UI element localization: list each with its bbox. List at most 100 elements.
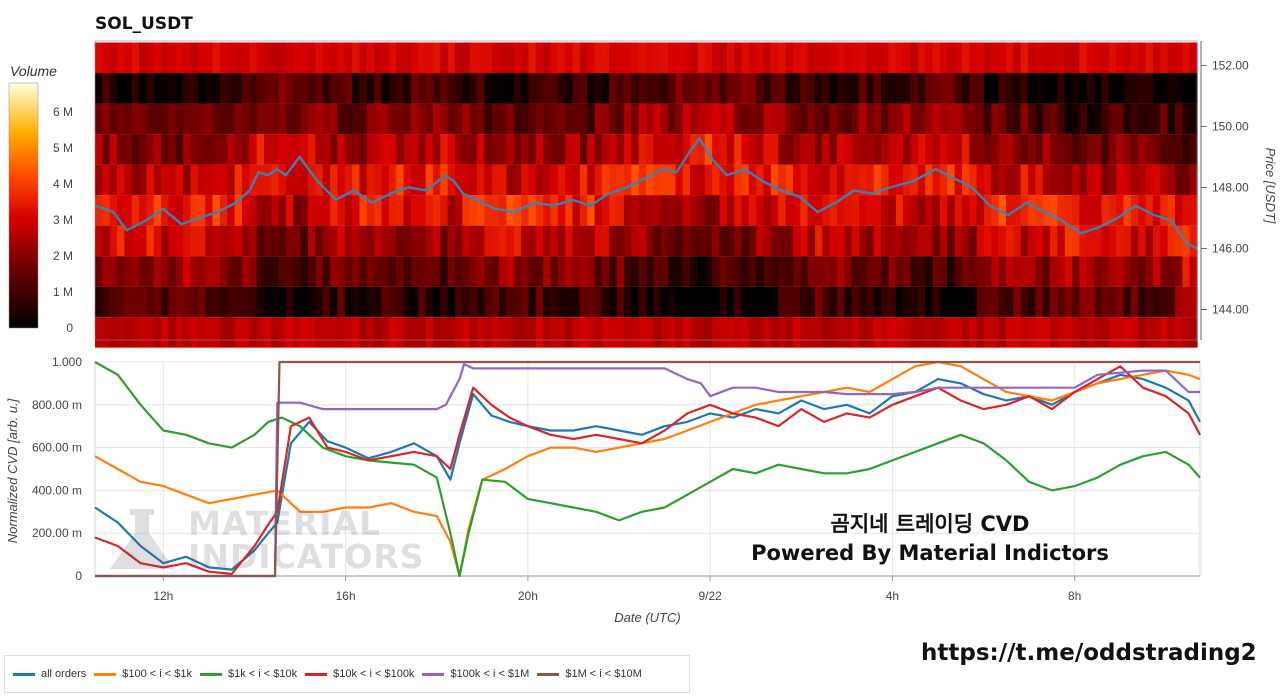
heatmap-cell [249, 42, 258, 74]
heatmap-cell [616, 317, 625, 348]
heatmap-cell [770, 317, 779, 348]
heatmap-cell [668, 195, 676, 226]
heatmap-cell [506, 317, 515, 348]
heatmap-cell [998, 195, 1007, 226]
heatmap-cell [895, 103, 904, 135]
heatmap-cell [1108, 195, 1117, 226]
heatmap-cell [117, 256, 125, 287]
heatmap-cell [1050, 103, 1059, 135]
heatmap-cell [983, 42, 992, 74]
heatmap-cell [308, 73, 316, 104]
heatmap-cell [969, 103, 978, 135]
heatmap-cell [1138, 256, 1147, 287]
heatmap-cell [1028, 195, 1036, 226]
heatmap-cell [859, 103, 867, 135]
heatmap-cell [352, 195, 361, 226]
heatmap-cell [95, 195, 103, 226]
heatmap-cell [337, 164, 346, 196]
heatmap-cell [734, 103, 743, 135]
heatmap-cell [947, 225, 956, 257]
heatmap-cell [477, 256, 485, 287]
heatmap-cell [499, 256, 508, 287]
heatmap-cell [543, 225, 552, 257]
legend-item[interactable]: all orders [13, 668, 86, 680]
heatmap-cell [1138, 225, 1147, 257]
heatmap-cell [609, 195, 618, 226]
heatmap-cell [837, 225, 845, 257]
heatmap-cell [513, 256, 522, 287]
heatmap-cell [521, 73, 530, 104]
heatmap-cell [616, 103, 625, 135]
heatmap-cell [109, 256, 118, 287]
heatmap-cell [1189, 42, 1198, 74]
heatmap-cell [374, 103, 383, 135]
heatmap-cell [146, 256, 155, 287]
heatmap-cell [396, 73, 405, 104]
heatmap-cell [315, 134, 324, 165]
heatmap-cell [814, 256, 823, 287]
heatmap-cell [175, 103, 184, 135]
heatmap-cell [330, 42, 339, 74]
legend-item[interactable]: $1M < i < $10M [537, 668, 642, 680]
heatmap-cell [983, 286, 992, 318]
heatmap-cell [440, 225, 449, 257]
heatmap-cell [668, 317, 676, 348]
heatmap-cell [1086, 164, 1095, 196]
heatmap-cell [903, 317, 912, 348]
heatmap-cell [506, 256, 515, 287]
heatmap-cell [947, 73, 956, 104]
heatmap-cell [881, 42, 890, 74]
heatmap-cell [484, 286, 493, 318]
heatmap-cell [124, 103, 133, 135]
heatmap-cell [146, 225, 155, 257]
heatmap-cell [961, 195, 970, 226]
legend-item[interactable]: $100k < i < $1M [422, 668, 529, 680]
heatmap-cell [1020, 195, 1029, 226]
heatmap-cell [748, 103, 757, 135]
heatmap-cell [374, 286, 383, 318]
heatmap-cell [543, 317, 552, 348]
heatmap-cell [263, 286, 272, 318]
heatmap-cell [903, 256, 912, 287]
heatmap-cell [1057, 225, 1066, 257]
heatmap-cell [572, 317, 581, 348]
heatmap-cell [271, 225, 280, 257]
heatmap-cell [190, 286, 199, 318]
legend-swatch [305, 672, 328, 676]
heatmap-cell [800, 42, 809, 74]
legend-item[interactable]: $100 < i < $1k [94, 668, 192, 680]
heatmap-cell [1094, 73, 1103, 104]
heatmap-cell [675, 317, 684, 348]
heatmap-cell [1123, 73, 1132, 104]
heatmap-cell [403, 286, 412, 318]
telegram-link[interactable]: https://t.me/oddstrading2 [921, 640, 1257, 666]
heatmap-cell [175, 73, 184, 104]
heatmap-cell [587, 317, 596, 348]
heatmap-cell [660, 73, 669, 104]
heatmap-cell [286, 225, 294, 257]
heatmap-cell [293, 195, 302, 226]
heatmap-cell [432, 195, 441, 226]
heatmap-cell [859, 164, 867, 196]
legend-item[interactable]: $1k < i < $10k [199, 668, 297, 680]
heatmap-cell [337, 286, 346, 318]
heatmap-cell [271, 286, 280, 318]
legend-item[interactable]: $10k < i < $100k [305, 668, 414, 680]
heatmap-cell [587, 225, 596, 257]
heatmap-cell [932, 317, 941, 348]
heatmap-cell [712, 225, 721, 257]
heatmap-cell [741, 134, 750, 165]
heatmap-cell [550, 225, 559, 257]
heatmap-cell [785, 134, 794, 165]
heatmap-cell [961, 42, 970, 74]
heatmap-cell [308, 103, 316, 135]
heatmap-cell [594, 103, 603, 135]
heatmap-cell [1035, 256, 1044, 287]
heatmap-cell [631, 73, 640, 104]
heatmap-cell [469, 317, 478, 348]
cvd-y-tick-label: 200.00 m [32, 526, 82, 540]
heatmap-cell [778, 134, 787, 165]
heatmap-cell [822, 317, 831, 348]
